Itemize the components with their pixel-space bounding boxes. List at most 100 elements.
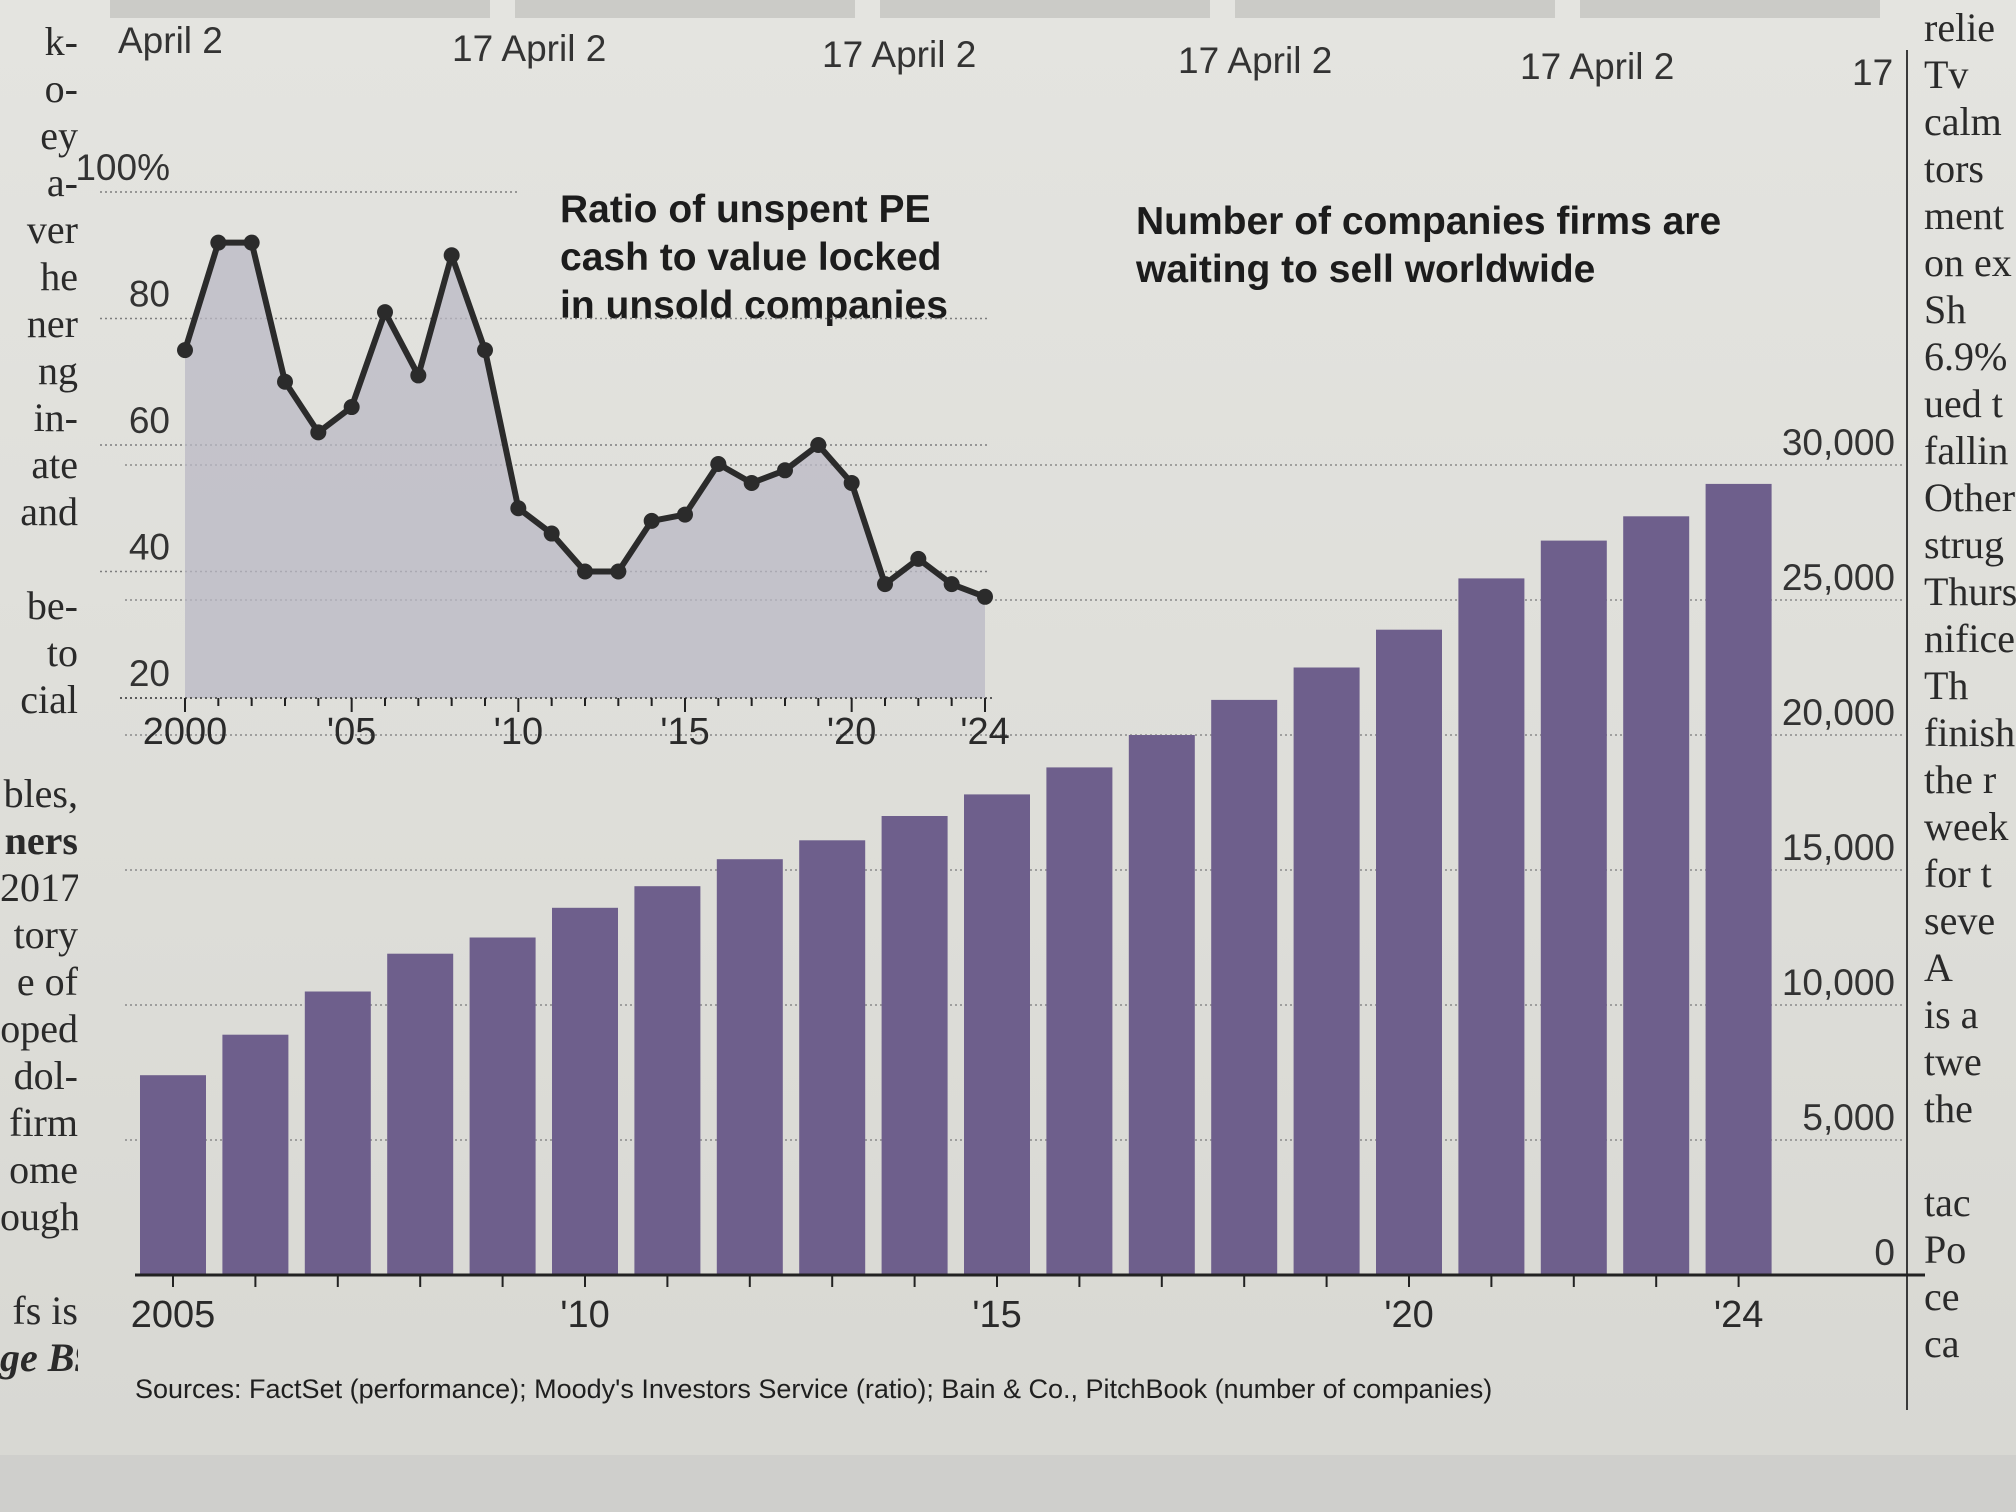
article-text-line: and bbox=[20, 489, 78, 534]
bar-chart-x-axis: 2005 '10 '15 '20 '24 bbox=[131, 1273, 1925, 1336]
article-text-line: ome bbox=[9, 1147, 78, 1192]
article-text-line: k- bbox=[44, 19, 78, 64]
companies-chart-title: Number of companies firms are waiting to… bbox=[1136, 200, 1722, 291]
ratio-point-2008 bbox=[443, 247, 460, 264]
bar-y-tick-label: 20,000 bbox=[1782, 692, 1895, 733]
ratio-point-2021 bbox=[877, 576, 893, 593]
article-text-line: on ex bbox=[1924, 240, 2012, 285]
ratio-point-2024 bbox=[977, 588, 993, 605]
ratio-area-fill bbox=[185, 242, 985, 698]
ratio-x-tick-label: 2000 bbox=[143, 711, 228, 753]
article-text-line: for t bbox=[1924, 851, 1992, 896]
bar-2024 bbox=[1705, 483, 1772, 1275]
top-strip-tick: 17 bbox=[1852, 52, 1894, 93]
ratio-point-2019 bbox=[810, 437, 827, 453]
article-text-line: fallin bbox=[1924, 428, 2009, 473]
bar-2020 bbox=[1376, 629, 1442, 1275]
article-text-line: bles, bbox=[3, 771, 78, 816]
article-text-line: dol- bbox=[13, 1053, 78, 1098]
bar-x-tick-label: '20 bbox=[1384, 1294, 1434, 1336]
article-text-line: ng bbox=[38, 348, 78, 393]
article-text-line: Other bbox=[1924, 475, 2016, 520]
bar-2015 bbox=[964, 794, 1030, 1275]
article-text-line: ey bbox=[40, 113, 78, 158]
ratio-point-2004 bbox=[310, 424, 327, 441]
ratio-point-2017 bbox=[743, 474, 760, 491]
bar-2012 bbox=[716, 859, 783, 1275]
chart-canvas: 2005 '10 '15 '20 '24 0 5,000 10,000 15,000 20,00… bbox=[75, 147, 1925, 1336]
bar-2010 bbox=[552, 907, 618, 1275]
ratio-point-2015 bbox=[677, 506, 693, 523]
ratio-chart-x-axis: 2000 '05 '10 '15 '20 '24 bbox=[120, 697, 1010, 753]
top-strip-tick: 17 April 2 bbox=[452, 28, 607, 69]
bar-2021 bbox=[1458, 578, 1525, 1275]
article-text-line: e of bbox=[16, 959, 78, 1004]
bar-2019 bbox=[1293, 667, 1360, 1275]
bar-2017 bbox=[1128, 735, 1195, 1275]
ratio-point-2006 bbox=[377, 304, 393, 321]
ratio-point-2022 bbox=[910, 550, 927, 567]
article-text-line: calm bbox=[1924, 99, 2002, 144]
article-text-line: the bbox=[1924, 1086, 1973, 1131]
article-text-line: be- bbox=[26, 583, 78, 628]
bar-2009 bbox=[469, 937, 536, 1275]
ratio-point-2002 bbox=[243, 234, 260, 251]
bar-2014 bbox=[881, 816, 948, 1275]
article-text-line: 6.9% bbox=[1924, 334, 2008, 379]
article-text-line: ca bbox=[1924, 1321, 1960, 1366]
article-text-line: A bbox=[1924, 945, 1953, 990]
article-text-line: a- bbox=[46, 160, 78, 205]
article-text-line: Tv bbox=[1924, 52, 1969, 97]
ratio-x-tick-label: '24 bbox=[960, 711, 1010, 753]
ratio-y-tick-label: 80 bbox=[129, 274, 170, 315]
top-strip-tick: April 2 bbox=[118, 20, 223, 61]
top-strip-shadow bbox=[110, 0, 490, 18]
ratio-y-tick-label: 20 bbox=[129, 653, 170, 694]
bar-2011 bbox=[634, 886, 701, 1275]
ratio-point-2020 bbox=[843, 474, 860, 491]
article-text-line: ough bbox=[0, 1194, 78, 1239]
top-strip-tick: 17 April 2 bbox=[822, 34, 977, 75]
article-text-line: twe bbox=[1924, 1039, 1982, 1084]
bar-x-tick-label: 2005 bbox=[131, 1294, 216, 1336]
ratio-point-2018 bbox=[777, 462, 793, 479]
bar-2018 bbox=[1211, 699, 1278, 1275]
article-text-line: Po bbox=[1924, 1227, 1967, 1272]
article-text-line: ge B9 bbox=[0, 1335, 78, 1380]
bar-y-tick-label: 5,000 bbox=[1802, 1097, 1895, 1138]
article-text-line: oped bbox=[0, 1006, 78, 1051]
article-text-line: the r bbox=[1924, 757, 1997, 802]
ratio-x-tick-label: '05 bbox=[327, 711, 377, 753]
article-text-line: he bbox=[40, 254, 78, 299]
ratio-y-tick-label: 40 bbox=[129, 527, 170, 568]
ratio-x-tick-label: '15 bbox=[660, 711, 710, 753]
ratio-x-tick-label: '10 bbox=[494, 711, 544, 753]
bar-y-tick-label: 0 bbox=[1874, 1232, 1895, 1273]
bar-2008 bbox=[387, 953, 454, 1275]
article-text-line: in- bbox=[33, 395, 78, 440]
bar-y-tick-label: 15,000 bbox=[1782, 827, 1895, 868]
ratio-y-tick-label: 100% bbox=[75, 147, 170, 188]
article-text-line: strug bbox=[1924, 522, 2004, 567]
ratio-point-2010 bbox=[510, 500, 527, 517]
top-strip-tick: 17 April 2 bbox=[1520, 46, 1675, 87]
ratio-chart-title: Ratio of unspent PE cash to value locked… bbox=[560, 188, 948, 327]
article-text-line: ner bbox=[26, 301, 78, 346]
ratio-point-2003 bbox=[277, 373, 293, 390]
bar-2023 bbox=[1623, 516, 1690, 1275]
ratio-x-tick-label: '20 bbox=[827, 711, 877, 753]
article-text-line: seve bbox=[1924, 898, 1996, 943]
ratio-point-2012 bbox=[577, 563, 593, 580]
top-strip-shadow bbox=[1235, 0, 1555, 18]
ratio-point-2016 bbox=[710, 455, 727, 472]
bar-y-tick-label: 30,000 bbox=[1782, 422, 1895, 463]
ratio-point-2014 bbox=[643, 512, 660, 529]
article-text-line: ate bbox=[31, 442, 78, 487]
bar-2022 bbox=[1540, 540, 1607, 1275]
bar-x-tick-label: '24 bbox=[1714, 1294, 1764, 1336]
bar-x-tick-label: '15 bbox=[972, 1294, 1022, 1336]
bar-2005 bbox=[140, 1075, 206, 1275]
chart-sources: Sources: FactSet (performance); Moody's … bbox=[135, 1374, 1493, 1404]
top-strip-tick: 17 April 2 bbox=[1178, 40, 1333, 81]
